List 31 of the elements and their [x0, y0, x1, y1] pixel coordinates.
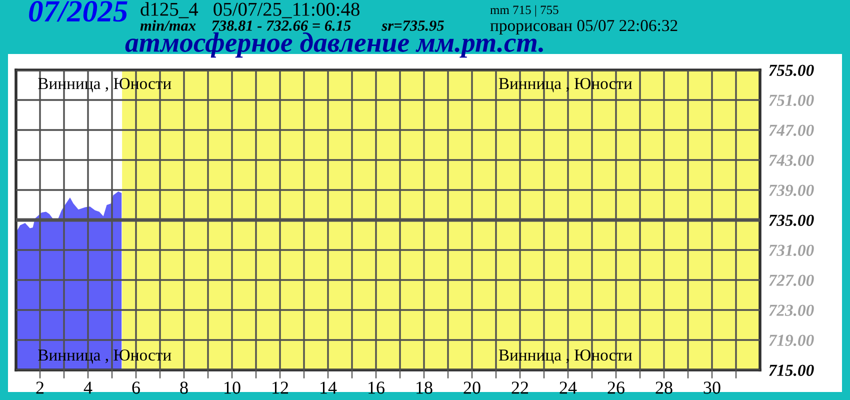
- x-tick-label: 18: [416, 382, 432, 394]
- y-tick-label: 755.00: [769, 64, 814, 76]
- y-tick-label: 719.00: [769, 334, 814, 346]
- x-tick-label: 2: [36, 382, 44, 394]
- x-tick-label: 28: [656, 382, 672, 394]
- x-tick-label: 22: [512, 382, 528, 394]
- y-tick-label: 743.00: [769, 154, 814, 166]
- x-tick-label: 26: [608, 382, 624, 394]
- x-tick-label: 10: [224, 382, 240, 394]
- x-tick-label: 20: [464, 382, 480, 394]
- x-tick-label: 30: [704, 382, 720, 394]
- x-tick-label: 14: [320, 382, 337, 394]
- text: d125_4 05/07/25_11:00:48: [140, 2, 360, 18]
- chart-subtitle: 07/2025: [29, 1, 128, 22]
- x-tick-label: 12: [272, 382, 288, 394]
- text: mm 715 | 755: [490, 5, 558, 17]
- text: min/max 738.81 - 732.66 = 6.15 sr=735.95: [140, 20, 444, 31]
- x-tick-label: 16: [368, 382, 384, 394]
- y-tick-label: 739.00: [769, 184, 814, 196]
- x-tick-label: 6: [132, 382, 140, 394]
- y-tick-label: 727.00: [769, 274, 814, 286]
- x-tick-label: 8: [180, 382, 188, 394]
- y-tick-label: 735.00: [769, 214, 814, 226]
- y-tick-label: 731.00: [769, 244, 814, 256]
- text: прорисован 05/07 22:06:32: [490, 20, 678, 35]
- y-tick-label: 715.00: [769, 364, 814, 376]
- y-tick-label: 747.00: [769, 124, 814, 136]
- x-tick-label: 4: [84, 382, 92, 394]
- y-tick-label: 751.00: [769, 94, 814, 106]
- y-tick-label: 723.00: [769, 304, 814, 316]
- x-tick-label: 24: [560, 382, 577, 394]
